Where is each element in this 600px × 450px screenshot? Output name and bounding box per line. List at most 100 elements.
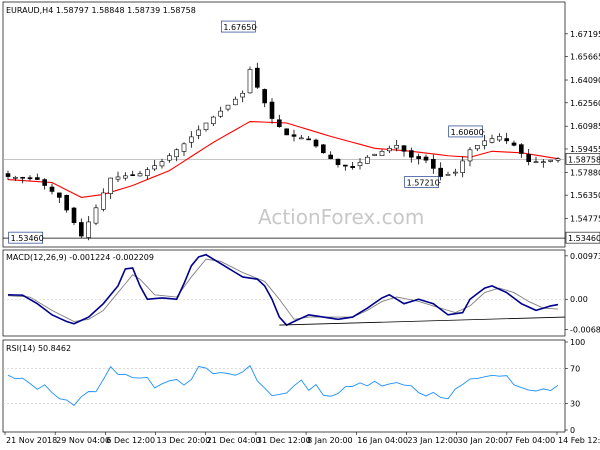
x-tick-label: 21 Nov 2018 bbox=[6, 436, 57, 445]
x-tick-label: 14 Feb 12:00 bbox=[558, 436, 600, 445]
candle-body bbox=[247, 69, 253, 94]
candle-body bbox=[335, 158, 341, 165]
candle-body bbox=[20, 176, 25, 179]
candle-body bbox=[387, 148, 392, 152]
x-tick-label: 21 Dec 04:00 bbox=[207, 436, 261, 445]
candle-body bbox=[79, 222, 84, 237]
candle-body bbox=[233, 98, 238, 106]
candle-body bbox=[13, 177, 18, 179]
candle-body bbox=[372, 153, 377, 156]
candle-body bbox=[218, 110, 223, 117]
price-y-tick-label: 1.64090 bbox=[570, 76, 600, 85]
candle-body bbox=[211, 116, 216, 124]
candle-body bbox=[262, 89, 267, 104]
macd-y-tick-label: -0.006826 bbox=[570, 326, 600, 335]
price-y-tick-label: 1.54775 bbox=[570, 215, 600, 224]
annotation-label: 1.57210 bbox=[407, 178, 440, 187]
candle-body bbox=[555, 158, 561, 161]
candle-body bbox=[203, 122, 209, 131]
x-tick-label: 30 Jan 20:00 bbox=[458, 436, 509, 445]
annotation-box bbox=[220, 20, 256, 33]
rsi-y-tick-label: 100 bbox=[570, 338, 585, 347]
candle-body bbox=[306, 138, 311, 141]
rsi-panel-title: RSI(14) 50.8462 bbox=[6, 344, 71, 353]
candle-body bbox=[445, 174, 451, 176]
candle-body bbox=[299, 137, 304, 140]
annotation-box bbox=[404, 176, 440, 188]
price-y-tick-label: 1.67195 bbox=[570, 30, 600, 39]
candle-body bbox=[416, 156, 421, 160]
rsi-y-axis: 100 70 30 0 bbox=[3, 338, 585, 435]
candle-body bbox=[174, 149, 179, 158]
rsi-y-tick-label: 30 bbox=[570, 400, 580, 409]
candle-body bbox=[64, 194, 69, 211]
rsi-line-group bbox=[7, 364, 559, 406]
support-label: 1.53460 bbox=[568, 234, 600, 243]
x-tick-label: 6 Dec 12:00 bbox=[106, 436, 155, 445]
candle-body bbox=[533, 161, 539, 163]
candle-body bbox=[152, 165, 157, 170]
annotation-label: 1.60600 bbox=[451, 128, 484, 137]
moving-average-path bbox=[7, 120, 559, 198]
candle-body bbox=[49, 186, 55, 192]
price-y-tick-label: 1.59455 bbox=[570, 145, 600, 154]
moving-average-line bbox=[7, 120, 559, 198]
candle-body bbox=[269, 101, 275, 119]
x-tick-label: 16 Jan 04:00 bbox=[357, 436, 408, 445]
candle-body bbox=[431, 158, 436, 169]
candle-body bbox=[401, 145, 407, 152]
x-tick-label: 13 Dec 20:00 bbox=[157, 436, 211, 445]
candle-body bbox=[526, 154, 531, 162]
candle-body bbox=[71, 207, 77, 223]
price-y-axis: 1.67195 1.65665 1.64090 1.62560 1.60985 1.594… bbox=[565, 30, 600, 244]
candle-body bbox=[328, 154, 333, 160]
candle-body bbox=[511, 142, 517, 146]
candle-body bbox=[225, 104, 231, 110]
candle-body bbox=[467, 149, 473, 162]
annotation-box bbox=[448, 125, 484, 138]
candle-body bbox=[438, 167, 443, 177]
x-tick-label: 31 Dec 12:00 bbox=[257, 436, 311, 445]
price-panel-frame bbox=[2, 1, 566, 248]
candle-body bbox=[159, 161, 165, 167]
price-y-tick-label: 1.56350 bbox=[570, 191, 600, 200]
candle-body bbox=[101, 192, 106, 210]
rsi-y-tick-label: 70 bbox=[570, 364, 580, 373]
rsi-y-tick-label: 0 bbox=[570, 426, 575, 435]
candle-body bbox=[409, 150, 414, 158]
candle-body bbox=[145, 169, 150, 176]
macd-panel-title: MACD(12,26,9) -0.001224 -0.002209 bbox=[6, 253, 154, 262]
rsi-line bbox=[7, 364, 559, 406]
candle-body bbox=[277, 119, 282, 128]
x-tick-label: 23 Jan 12:00 bbox=[407, 436, 458, 445]
x-tick-label: 7 Feb 04:00 bbox=[508, 436, 555, 445]
candle-body bbox=[291, 134, 297, 137]
candle-body bbox=[240, 92, 245, 98]
candle-body bbox=[475, 145, 480, 150]
rsi-panel-frame bbox=[2, 339, 566, 433]
candle-body bbox=[350, 166, 355, 168]
candle-body bbox=[181, 143, 187, 152]
candle-body bbox=[27, 177, 33, 180]
x-tick-label: 29 Nov 04:00 bbox=[56, 436, 110, 445]
price-y-tick-label: 1.57880 bbox=[570, 168, 600, 177]
price-annotations: 1.67650 1.53460 1.60600 1.57210 bbox=[8, 20, 485, 244]
price-y-tick-label: 1.65665 bbox=[570, 53, 600, 62]
macd-y-axis: 0.009734 0.00 -0.006826 bbox=[3, 252, 600, 335]
candle-body bbox=[357, 162, 363, 167]
candle-body bbox=[504, 138, 509, 142]
annotation-label: 1.53460 bbox=[11, 234, 44, 243]
candle-body bbox=[57, 192, 62, 198]
candle-body bbox=[255, 67, 260, 88]
candle-body bbox=[5, 173, 11, 177]
candle-body bbox=[167, 155, 172, 161]
candle-body bbox=[189, 136, 194, 143]
macd-panel-frame bbox=[2, 249, 566, 337]
candle-body bbox=[313, 139, 319, 147]
watermark-text: ActionForex.com bbox=[258, 205, 424, 229]
price-y-tick-label: 1.62560 bbox=[570, 99, 600, 108]
candle-body bbox=[519, 144, 524, 154]
candle-body bbox=[42, 179, 47, 186]
